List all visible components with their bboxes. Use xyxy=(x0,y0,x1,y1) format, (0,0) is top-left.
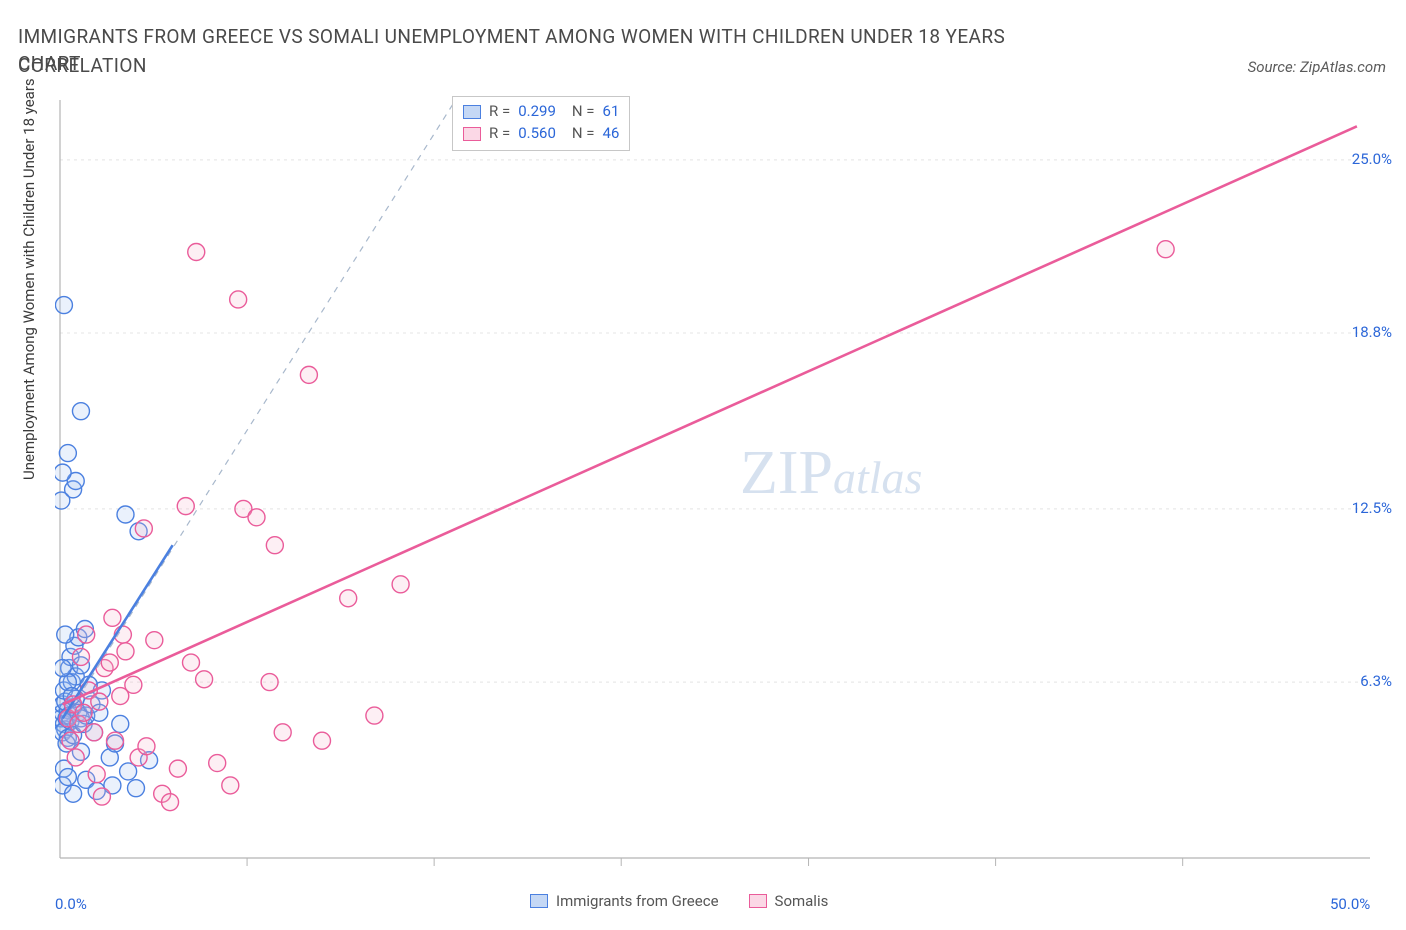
chart-plot-area xyxy=(55,96,1375,868)
y-tick-3: 25.0% xyxy=(1332,150,1392,168)
legend-item-somali: Somalis xyxy=(749,892,829,910)
chart-subtitle: CHART xyxy=(18,52,81,75)
r-label: R = xyxy=(489,123,510,145)
n-value-greece: 61 xyxy=(603,101,620,123)
y-tick-0: 6.3% xyxy=(1332,672,1392,690)
x-tick-min: 0.0% xyxy=(55,895,87,913)
n-label: N = xyxy=(572,123,595,145)
r-label: R = xyxy=(489,101,510,123)
correlation-row-somali: R = 0.560 N = 46 xyxy=(463,123,619,145)
chart-title: IMMIGRANTS FROM GREECE VS SOMALI UNEMPLO… xyxy=(18,22,1118,81)
swatch-greece xyxy=(463,105,481,119)
legend-label-greece: Immigrants from Greece xyxy=(556,892,719,910)
correlation-row-greece: R = 0.299 N = 61 xyxy=(463,101,619,123)
y-axis-label: Unemployment Among Women with Children U… xyxy=(20,78,38,480)
correlation-legend: R = 0.299 N = 61 R = 0.560 N = 46 xyxy=(452,96,630,151)
x-tick-max: 50.0% xyxy=(1330,895,1370,913)
r-value-greece: 0.299 xyxy=(518,101,556,123)
y-tick-1: 12.5% xyxy=(1332,499,1392,517)
swatch-greece-icon xyxy=(530,894,548,908)
n-value-somali: 46 xyxy=(603,123,620,145)
y-tick-2: 18.8% xyxy=(1332,323,1392,341)
series-legend: Immigrants from Greece Somalis xyxy=(530,892,828,910)
swatch-somali xyxy=(463,127,481,141)
scatter-plot-svg xyxy=(55,96,1375,868)
swatch-somali-icon xyxy=(749,894,767,908)
legend-item-greece: Immigrants from Greece xyxy=(530,892,719,910)
n-label: N = xyxy=(572,101,595,123)
r-value-somali: 0.560 xyxy=(518,123,556,145)
source-attribution: Source: ZipAtlas.com xyxy=(1248,58,1386,76)
legend-label-somali: Somalis xyxy=(775,892,829,910)
